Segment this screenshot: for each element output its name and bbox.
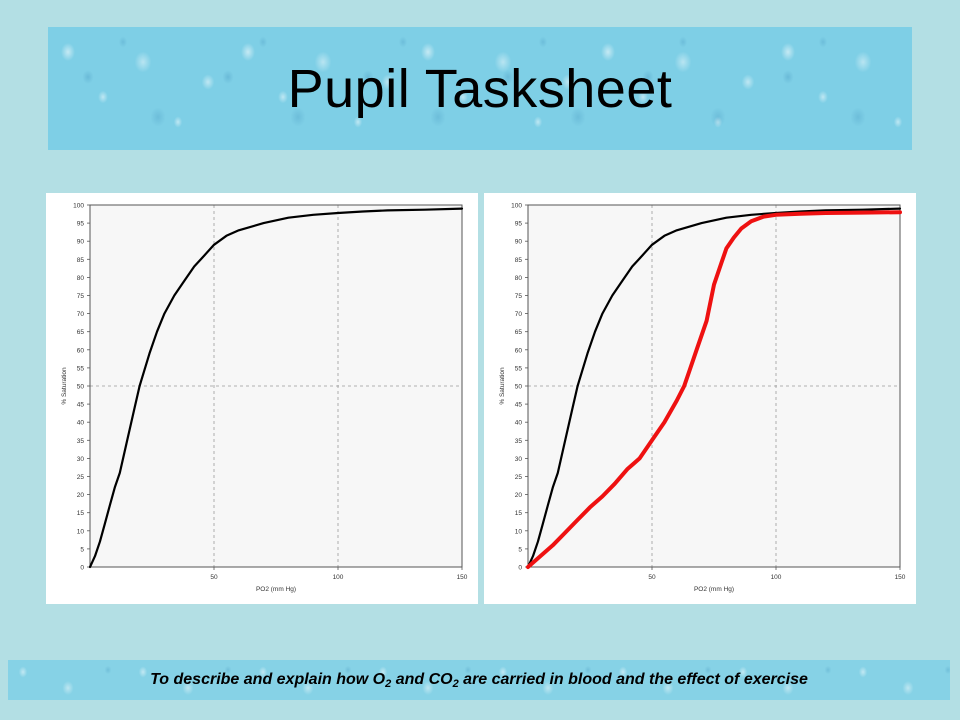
- x-tick-label: 50: [210, 574, 218, 581]
- x-tick-label: 150: [895, 574, 906, 581]
- slide-title: Pupil Tasksheet: [287, 59, 673, 119]
- y-tick-label: 45: [515, 402, 523, 409]
- series-line-0: [526, 207, 902, 569]
- y-tick-label: 55: [77, 365, 85, 372]
- x-tick-label: 100: [771, 574, 782, 581]
- y-axis-label: % Saturation: [61, 367, 68, 405]
- y-tick-label: 65: [515, 329, 523, 336]
- y-tick-label: 100: [73, 203, 84, 210]
- y-tick-label: 20: [77, 492, 85, 499]
- y-tick-label: 40: [515, 420, 523, 427]
- y-tick-label: 80: [515, 275, 523, 282]
- y-tick-label: 90: [77, 239, 85, 246]
- oxygen-dissociation-chart-resting: 0 5 10 15 20 25 30 35 40 45 50 55 60 65 70 75 80 85 90 95 10…: [61, 203, 468, 594]
- y-tick-label: 85: [515, 257, 523, 264]
- y-tick-label: 65: [77, 329, 85, 336]
- y-tick-label: 15: [77, 510, 85, 517]
- series-line-0: [88, 207, 464, 569]
- y-tick-label: 80: [77, 275, 85, 282]
- y-tick-label: 35: [77, 438, 85, 445]
- oxygen-dissociation-chart-exercise: 0 5 10 15 20 25 30 35 40 45 50 55 60 65 70 75 80 85 90 95 10…: [499, 203, 906, 594]
- y-tick-label: 5: [80, 546, 84, 553]
- y-tick-label: 75: [77, 293, 85, 300]
- y-tick-label: 90: [515, 239, 523, 246]
- y-tick-label: 55: [515, 365, 523, 372]
- x-tick-label: 100: [333, 574, 344, 581]
- y-tick-label: 0: [80, 565, 84, 572]
- y-tick-label: 0: [518, 565, 522, 572]
- x-tick-label: 50: [648, 574, 656, 581]
- y-tick-label: 5: [518, 546, 522, 553]
- x-axis-label: PO2 (mm Hg): [256, 586, 296, 593]
- y-tick-label: 45: [77, 402, 85, 409]
- y-tick-label: 50: [515, 384, 523, 391]
- chart-panel-resting: 0 5 10 15 20 25 30 35 40 45 50 55 60 65 70 75 80 85 90 95 10…: [46, 193, 478, 604]
- y-tick-label: 30: [515, 456, 523, 463]
- y-tick-label: 60: [77, 347, 85, 354]
- y-tick-label: 20: [515, 492, 523, 499]
- y-tick-label: 60: [515, 347, 523, 354]
- footer-band: [8, 660, 950, 700]
- y-tick-label: 85: [77, 257, 85, 264]
- y-tick-label: 75: [515, 293, 523, 300]
- title-banner: [48, 27, 912, 150]
- y-tick-label: 95: [77, 221, 85, 228]
- y-tick-label: 25: [77, 474, 85, 481]
- chart-panel-exercise: 0 5 10 15 20 25 30 35 40 45 50 55 60 65 70 75 80 85 90 95 10…: [484, 193, 916, 604]
- x-axis-label: PO2 (mm Hg): [694, 586, 734, 593]
- y-tick-label: 100: [511, 203, 522, 210]
- y-tick-label: 50: [77, 384, 85, 391]
- y-tick-label: 10: [77, 528, 85, 535]
- series-line-1: [526, 210, 902, 569]
- y-tick-label: 25: [515, 474, 523, 481]
- y-tick-label: 35: [515, 438, 523, 445]
- objective-text: To describe and explain how O2 and CO2 a…: [150, 671, 808, 690]
- y-tick-label: 70: [77, 311, 85, 318]
- y-axis-label: % Saturation: [499, 367, 506, 405]
- y-tick-label: 40: [77, 420, 85, 427]
- y-tick-label: 70: [515, 311, 523, 318]
- x-tick-label: 150: [457, 574, 468, 581]
- y-tick-label: 10: [515, 528, 523, 535]
- y-tick-label: 15: [515, 510, 523, 517]
- y-tick-label: 30: [77, 456, 85, 463]
- y-tick-label: 95: [515, 221, 523, 228]
